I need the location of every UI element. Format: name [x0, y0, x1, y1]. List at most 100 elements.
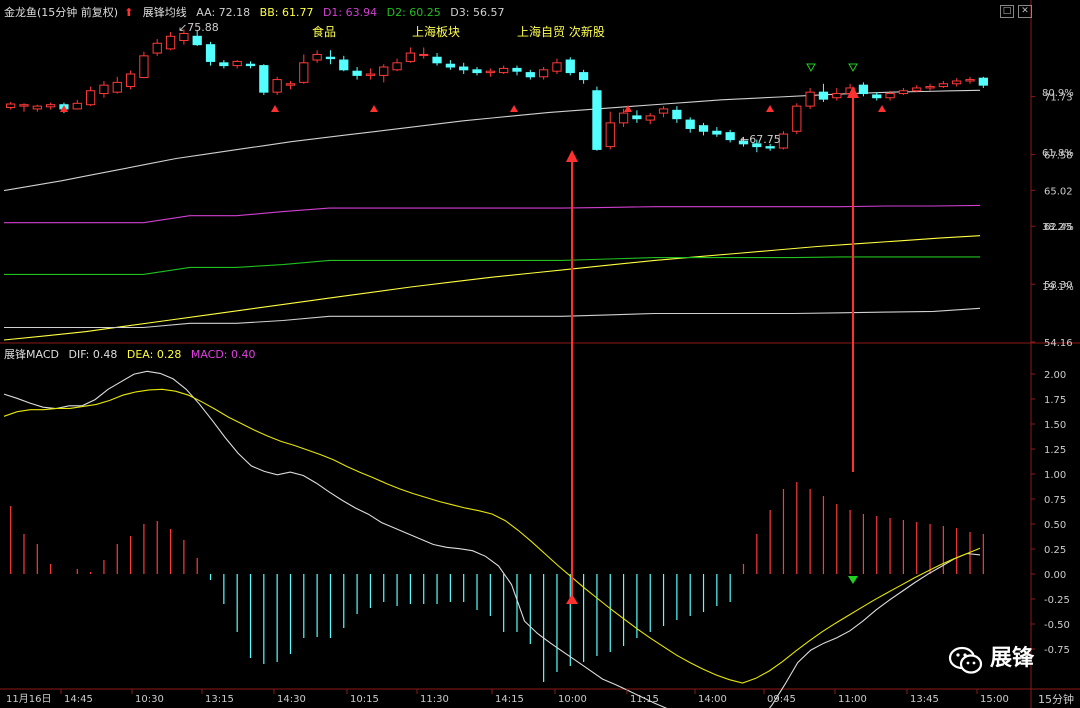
candle	[592, 86, 602, 151]
macd-value: MACD: 0.40	[190, 348, 256, 361]
small-buy-arrow-icon	[510, 105, 518, 112]
candle-body	[672, 109, 682, 120]
d3-value: D3: 56.57	[450, 6, 505, 19]
candle-body	[392, 62, 402, 71]
candle-body	[752, 143, 762, 148]
candle	[272, 76, 282, 95]
candle-body	[32, 105, 42, 110]
candle-body	[765, 146, 775, 149]
candle	[725, 129, 735, 143]
candle	[312, 50, 322, 63]
candle-body	[19, 104, 29, 107]
macd-tick-label: 0.25	[1044, 545, 1066, 556]
candle-body	[738, 140, 749, 145]
small-buy-arrow-icon	[370, 105, 378, 112]
candle-body	[512, 67, 522, 72]
macd-indicator-name[interactable]: 展锋MACD	[4, 348, 59, 361]
time-tick-label: 11:00	[838, 694, 867, 705]
candle	[112, 76, 122, 94]
maximize-icon[interactable]: □	[1000, 5, 1014, 18]
macd-tick-label: 2.00	[1044, 370, 1066, 381]
candle-body	[938, 83, 948, 88]
macd-tick-label: 1.75	[1044, 395, 1066, 406]
candle	[419, 47, 429, 59]
low-price-label: ←67.75	[740, 133, 781, 146]
candle	[6, 101, 16, 110]
candle-body	[725, 132, 735, 141]
candle-body	[285, 83, 296, 86]
period-label[interactable]: 15分钟	[1038, 693, 1074, 706]
candle-body	[365, 73, 376, 76]
candle	[792, 103, 802, 135]
candle-body	[325, 56, 336, 60]
candle	[632, 110, 642, 123]
candle	[605, 111, 615, 150]
d1-value: D1: 63.94	[322, 6, 378, 19]
candle	[978, 76, 988, 88]
candle	[645, 113, 655, 125]
candle	[285, 80, 296, 90]
candle	[445, 60, 455, 70]
candle	[872, 92, 882, 101]
macd-tick-label: 1.00	[1044, 470, 1066, 481]
close-icon[interactable]: ✕	[1018, 5, 1032, 18]
time-tick-label: 14:45	[64, 694, 93, 705]
time-tick-label: 15:00	[980, 694, 1009, 705]
macd-sell-arrowhead	[848, 576, 858, 584]
candle	[245, 61, 256, 69]
time-tick-label: 11:15	[630, 694, 659, 705]
candle-body	[592, 90, 602, 150]
buy-signal-arrowhead	[566, 150, 578, 162]
candle	[299, 54, 309, 84]
candle-body	[232, 60, 242, 67]
candle	[459, 62, 469, 74]
time-tick-label: 09:45	[767, 694, 796, 705]
small-buy-arrow-icon	[878, 105, 886, 112]
indicator-name[interactable]: 展锋均线	[142, 6, 187, 19]
candle-body	[405, 52, 416, 62]
small-sell-arrow-icon	[848, 63, 858, 73]
macd-tick-label: -0.50	[1044, 620, 1070, 631]
price-tick-label: 54.16	[1044, 338, 1073, 349]
candle	[712, 127, 722, 137]
small-buy-arrow-icon	[624, 105, 632, 112]
candle	[192, 30, 202, 47]
candle	[618, 108, 629, 128]
candle-body	[832, 93, 842, 99]
time-tick-label: 10:00	[558, 694, 587, 705]
percent-tick-label: 80.9%	[1042, 88, 1074, 99]
candle	[778, 131, 789, 150]
candle	[152, 39, 162, 56]
candle-body	[778, 133, 789, 149]
price-tick-label: 71.73	[1044, 93, 1073, 104]
tag-food: 食品	[312, 25, 337, 39]
sell-signal-arrowhead	[847, 86, 859, 98]
candle-body	[499, 67, 509, 74]
dif-line	[3, 370, 981, 708]
candle-body	[259, 65, 269, 93]
time-tick-label: 14:00	[698, 694, 727, 705]
candle-body	[632, 115, 642, 120]
aa-value: AA: 72.18	[196, 6, 251, 19]
candle	[539, 67, 549, 80]
ma-line-bb	[3, 235, 981, 341]
candle-body	[205, 44, 216, 62]
candle-body	[379, 66, 389, 76]
candle-body	[605, 122, 615, 148]
candle	[405, 47, 416, 63]
candle	[165, 32, 176, 51]
candle	[499, 65, 509, 74]
candle-body	[112, 81, 122, 93]
candle-body	[618, 112, 629, 124]
time-tick-label: 14:30	[277, 694, 306, 705]
time-tick-label: 11月16日	[6, 693, 51, 705]
dea-line	[3, 388, 981, 684]
percent-tick-label: 38.2%	[1042, 222, 1074, 233]
ma-line-aa	[3, 89, 981, 192]
macd-tick-label: 1.25	[1044, 445, 1066, 456]
candle	[179, 29, 189, 45]
candle-body	[565, 59, 575, 74]
candle-body	[578, 72, 589, 81]
candle	[232, 60, 242, 69]
